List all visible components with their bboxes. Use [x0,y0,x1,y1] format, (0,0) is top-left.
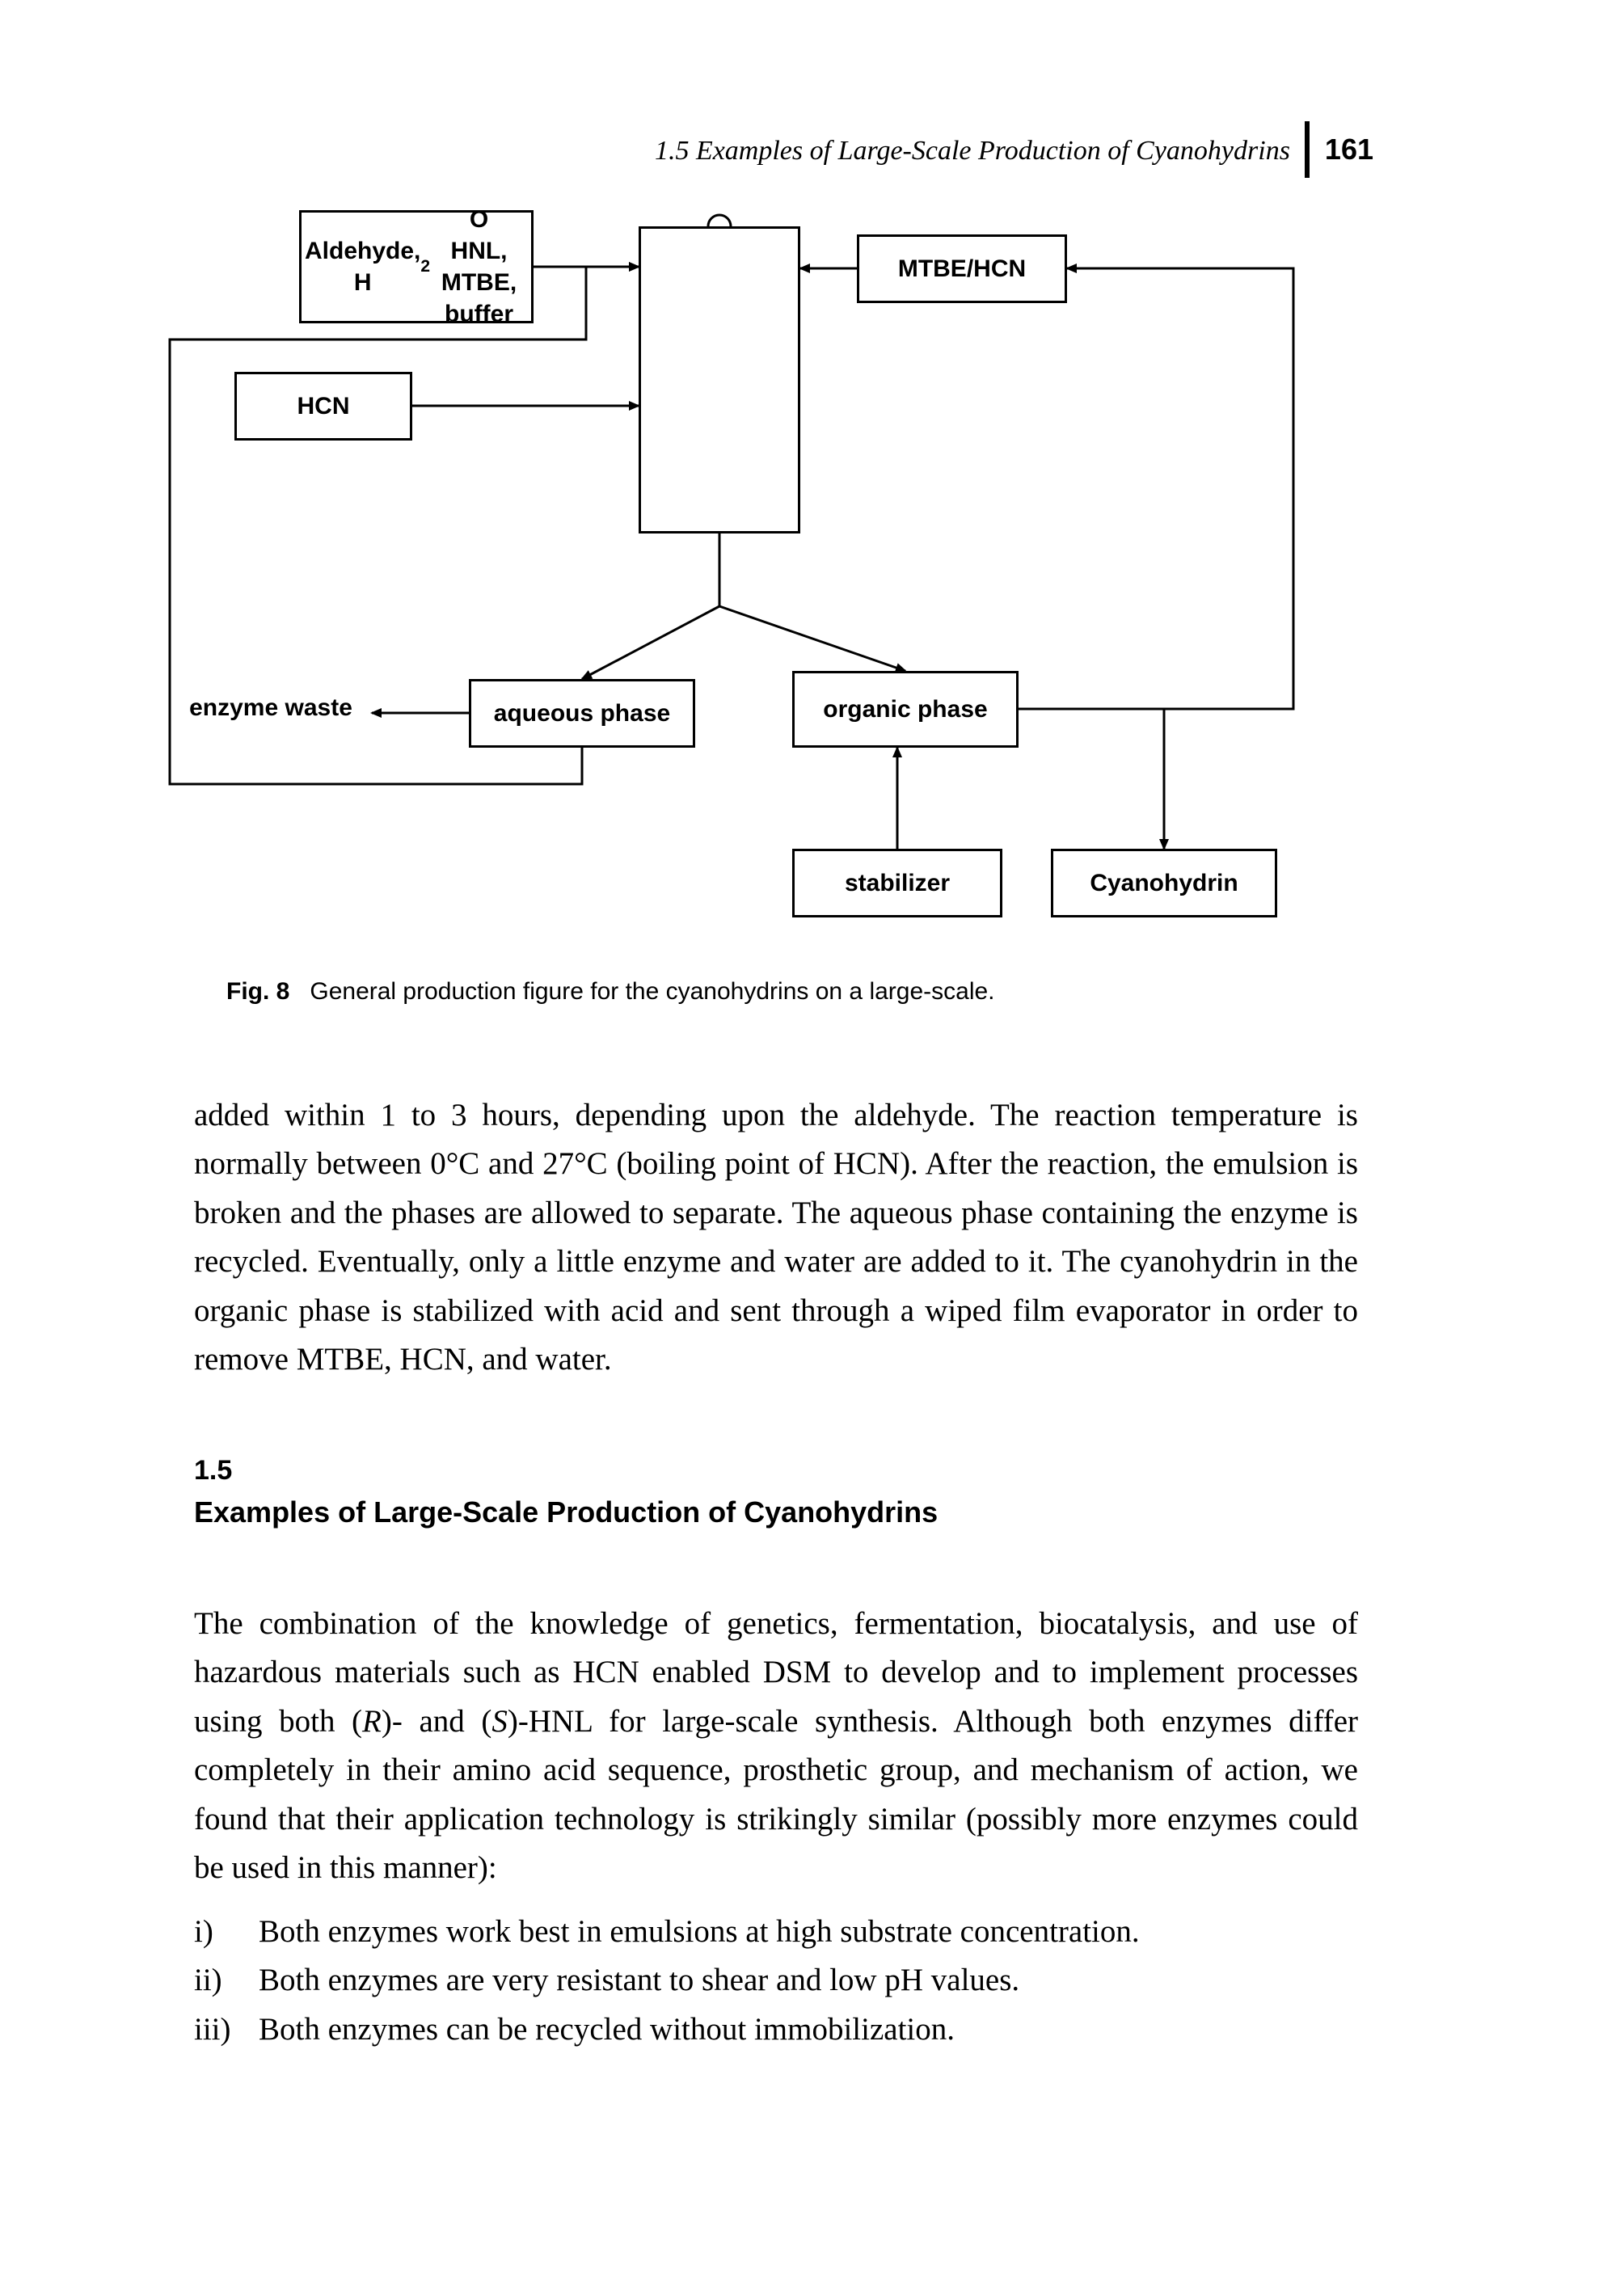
figure-caption: Fig. 8 General production figure for the… [226,978,995,1006]
node-reactor [639,226,800,533]
list-item: i) Both enzymes work best in emulsions a… [194,1908,1358,1956]
paragraph-2: The combination of the knowledge of gene… [194,1600,1358,1893]
section-number: 1.5 [194,1455,232,1487]
node-enzwaste_label: enzyme waste [170,683,372,732]
paragraph-1: added within 1 to 3 hours, depending upo… [194,1091,1358,1385]
running-head: 1.5 Examples of Large-Scale Production o… [655,121,1373,178]
figure-caption-text [297,978,310,1005]
node-feed: Aldehyde, H2OHNL, MTBE,buffer [299,210,534,323]
body-text-1: added within 1 to 3 hours, depending upo… [194,1091,1358,1385]
body-text-2: The combination of the knowledge of gene… [194,1568,1358,1925]
node-aqueous: aqueous phase [469,679,695,748]
page: 1.5 Examples of Large-Scale Production o… [0,0,1624,2290]
list-text: Both enzymes are very resistant to shear… [259,1956,1358,2005]
header-bar [1305,121,1310,178]
node-mtbehcn: MTBE/HCN [857,234,1067,303]
node-organic: organic phase [792,671,1019,748]
enumerated-list: i) Both enzymes work best in emulsions a… [194,1908,1358,2054]
running-title: 1.5 Examples of Large-Scale Production o… [655,136,1290,166]
flowchart-diagram: Aldehyde, H2OHNL, MTBE,buffer HCN MTBE/HCN… [146,202,1358,930]
section-title: Examples of Large-Scale Production of Cy… [194,1495,938,1529]
figure-caption-body: General production figure for the cyanoh… [310,978,994,1005]
list-text: Both enzymes work best in emulsions at h… [259,1908,1358,1956]
list-marker: ii) [194,1956,259,2005]
list-marker: i) [194,1908,259,1956]
node-hcn: HCN [234,372,412,441]
list-marker: iii) [194,2005,259,2054]
list-item: iii) Both enzymes can be recycled withou… [194,2005,1358,2054]
node-cyanohyd: Cyanohydrin [1051,849,1277,917]
node-stabilizer: stabilizer [792,849,1002,917]
list-text: Both enzymes can be recycled without imm… [259,2005,1358,2054]
list-item: ii) Both enzymes are very resistant to s… [194,1956,1358,2005]
page-number: 161 [1325,133,1373,166]
figure-number: Fig. 8 [226,978,289,1005]
